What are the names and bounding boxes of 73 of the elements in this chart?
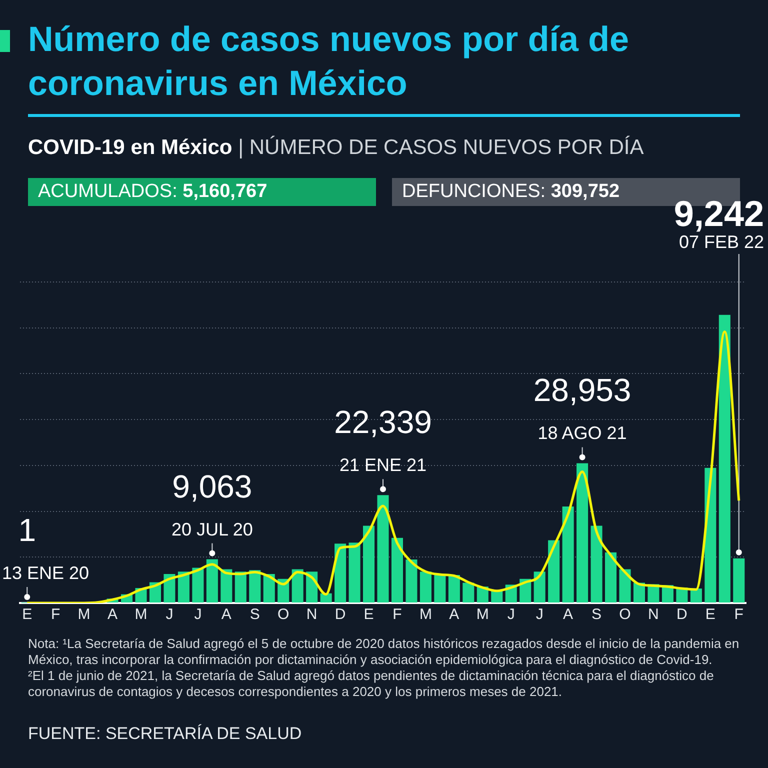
x-tick-label: A (563, 606, 574, 624)
x-tick-label: A (449, 606, 460, 624)
source-note: FUENTE: SECRETARÍA DE SALUD (28, 724, 302, 744)
x-tick-label: F (734, 606, 744, 624)
bar (690, 588, 702, 602)
bar (548, 540, 560, 602)
bar (605, 552, 617, 602)
bar (377, 495, 389, 602)
bar (234, 572, 246, 602)
x-tick-label: M (134, 606, 148, 624)
annotation: 13 ENE 20 (2, 562, 90, 583)
x-tick-label: M (476, 606, 489, 624)
x-tick-label: D (676, 606, 688, 624)
bar (334, 544, 346, 602)
text: ACUMULADOS: 5,160,767 (38, 181, 268, 202)
bar (576, 463, 588, 602)
x-tick-label: M (419, 606, 432, 624)
annotation: 21 ENE 21 (339, 455, 427, 476)
x-tick-label: S (250, 606, 260, 624)
bar (534, 572, 546, 602)
bar (733, 558, 745, 602)
bar (434, 574, 446, 602)
x-tick-label: E (22, 606, 32, 624)
bar (590, 526, 602, 602)
x-tick-label: F (392, 606, 402, 624)
x-tick-label: S (592, 606, 602, 624)
x-tick-label: O (619, 606, 631, 624)
bar (462, 582, 474, 602)
x-tick-label: J (166, 606, 174, 624)
bar (249, 570, 261, 602)
x-tick-label: N (648, 606, 659, 624)
x-tick-label: A (108, 606, 118, 624)
x-tick-label: J (536, 606, 544, 624)
bar (164, 574, 176, 602)
bar (263, 574, 275, 602)
bar (619, 569, 631, 602)
bar (562, 506, 574, 602)
bar (192, 568, 204, 602)
annotation: 18 AGO 21 (538, 423, 627, 444)
x-tick-label: E (364, 606, 374, 624)
text: ²El 1 de junio de 2021, la Secretaría de Salud agregó datos pendientes de dictaminación técnica para el diagnóstico de coronavirus de contagios y decesos correspondientes a 2020 y los primeros meses de 2021. (28, 668, 715, 700)
x-tick-label: J (507, 606, 515, 624)
x-tick-label: J (194, 606, 202, 624)
bar (406, 560, 418, 602)
x-tick-label: F (51, 606, 60, 624)
data-label: 9,242 (674, 193, 764, 234)
data-label: 9,063 (172, 468, 252, 504)
text: 07 FEB 22 (678, 232, 764, 252)
bar (363, 526, 375, 602)
bar (220, 569, 232, 602)
x-tick-label: A (221, 606, 232, 624)
bar (292, 569, 304, 602)
bar (391, 538, 403, 602)
x-tick-label: D (334, 606, 346, 624)
chart-subtitle: COVID-19 en México | NÚMERO DE CASOS NUEVOS POR DÍA (28, 136, 644, 159)
x-tick-label: E (705, 606, 716, 624)
bar (448, 575, 460, 602)
text: Nota: ¹La Secretaría de Salud agregó el 5 de octubre de 2020 datos históricos rezagados desde el inicio de la pandemia en México, tras incorporar la confirmación por dictaminación y asociación epidemiológica para el diagnóstico de Covid-19. (28, 636, 740, 668)
bar (320, 593, 332, 602)
x-tick-label: O (278, 606, 290, 624)
bar (178, 572, 190, 602)
bar (348, 542, 360, 602)
bar (206, 559, 218, 602)
x-tick-label: M (78, 606, 90, 624)
data-label: 28,953 (533, 372, 632, 408)
text: DEFUNCIONES: 309,752 (402, 181, 620, 202)
bar (718, 314, 730, 602)
x-tick-label: N (306, 606, 318, 624)
chart-title: Número de casos nuevos por día de coronavirus en México (28, 19, 630, 105)
data-label: 1 (18, 512, 36, 548)
bar (420, 572, 432, 602)
data-label: 22,339 (334, 404, 432, 440)
annotation: 20 JUL 20 (171, 519, 253, 540)
